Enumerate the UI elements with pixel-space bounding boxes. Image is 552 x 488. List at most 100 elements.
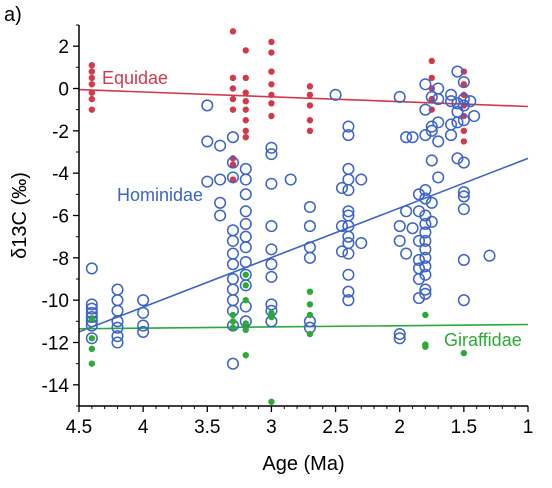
hominidae-point — [239, 256, 252, 269]
hominidae-point — [412, 253, 426, 267]
equidae-label: Equidae — [102, 68, 168, 88]
y-tick-label: -12 — [42, 334, 69, 355]
hominidae-point — [265, 148, 278, 161]
hominidae-point — [214, 173, 227, 186]
equidae-point — [88, 106, 96, 113]
equidae-point — [428, 74, 435, 82]
y-tick-label: -2 — [52, 122, 69, 143]
equidae-point — [460, 138, 468, 145]
hominidae-point — [329, 88, 342, 101]
hominidae-point — [468, 109, 481, 123]
hominidae-point — [425, 215, 438, 228]
hominidae-point — [457, 93, 470, 106]
hominidae-point — [342, 294, 355, 307]
x-tick-label: 1 — [523, 417, 534, 438]
hominidae-point — [85, 302, 98, 315]
hominidae-point — [239, 173, 252, 186]
hominidae-point — [303, 200, 316, 214]
hominidae-point — [239, 241, 252, 254]
hominidae-point — [226, 258, 239, 271]
hominidae-point — [425, 154, 438, 167]
equidae-point — [268, 49, 275, 56]
hominidae-point — [393, 327, 406, 341]
equidae-point — [88, 89, 96, 96]
hominidae-point — [342, 162, 355, 175]
hominidae-point — [303, 220, 316, 233]
x-tick-label: 1.5 — [451, 417, 477, 438]
hominidae-point — [111, 330, 124, 343]
giraffidae-point — [242, 296, 249, 304]
equidae-point — [268, 91, 275, 99]
giraffidae-point — [229, 311, 237, 319]
hominidae-point — [412, 292, 426, 305]
y-tick-label: -8 — [52, 249, 69, 270]
hominidae-point — [335, 220, 349, 233]
hominidae-point — [111, 283, 124, 296]
giraffidae-point — [242, 326, 249, 333]
hominidae-point — [226, 171, 239, 184]
equidae-point — [242, 47, 249, 54]
hominidae-point — [355, 173, 368, 186]
hominidae-point — [432, 93, 445, 106]
giraffidae-point — [460, 349, 468, 357]
hominidae-point — [432, 171, 445, 184]
hominidae-point — [400, 247, 413, 260]
equidae-point — [242, 74, 249, 82]
hominidae-point — [342, 184, 355, 197]
hominidae-point — [137, 306, 150, 319]
hominidae-point — [85, 262, 98, 275]
hominidae-point — [342, 247, 355, 260]
hominidae-point — [226, 283, 239, 296]
giraffidae-point — [88, 360, 96, 367]
equidae-point — [268, 68, 275, 75]
equidae-point — [229, 176, 237, 183]
hominidae-point — [214, 196, 227, 209]
hominidae-point — [419, 192, 432, 205]
hominidae-point — [457, 294, 470, 307]
giraffidae-point — [88, 345, 96, 353]
equidae-point — [306, 117, 314, 124]
hominidae-point — [239, 230, 252, 243]
hominidae-point — [342, 230, 355, 243]
equidae-point — [88, 68, 96, 75]
equidae-point — [268, 112, 275, 120]
equidae-point — [428, 57, 435, 65]
giraffidae-points — [88, 271, 468, 405]
hominidae-point — [419, 234, 432, 247]
hominidae-point — [111, 294, 124, 307]
equidae-point — [88, 95, 96, 103]
hominidae-point — [85, 332, 98, 345]
hominidae-point — [239, 188, 252, 201]
equidae-point — [242, 98, 249, 105]
hominidae-point — [451, 116, 464, 129]
hominidae-point — [393, 220, 406, 233]
giraffidae-point — [229, 324, 237, 331]
equidae-point — [306, 83, 314, 90]
equidae-point — [229, 95, 237, 103]
equidae-point — [88, 62, 96, 69]
giraffidae-point — [268, 313, 275, 321]
giraffidae-point — [422, 311, 429, 319]
hominidae-point — [419, 268, 432, 281]
data-points — [85, 28, 496, 405]
hominidae-point — [239, 162, 252, 175]
hominidae-point — [406, 222, 419, 235]
trend-lines — [78, 88, 529, 333]
hominidae-point — [444, 88, 458, 101]
hominidae-point — [444, 95, 458, 108]
equidae-point — [229, 85, 237, 92]
equidae-point — [242, 106, 249, 113]
hominidae-point — [85, 298, 98, 311]
hominidae-point — [412, 234, 426, 247]
hominidae-point — [457, 99, 470, 112]
hominidae-point — [425, 90, 438, 104]
equidae-point — [460, 127, 468, 135]
hominidae-point — [412, 205, 426, 218]
hominidae-point — [214, 139, 227, 152]
equidae-point — [88, 81, 96, 88]
giraffidae-point — [242, 352, 249, 359]
hominidae-points — [85, 65, 496, 370]
giraffidae-point — [306, 330, 314, 338]
giraffidae-point — [242, 282, 249, 289]
hominidae-point — [419, 260, 432, 273]
